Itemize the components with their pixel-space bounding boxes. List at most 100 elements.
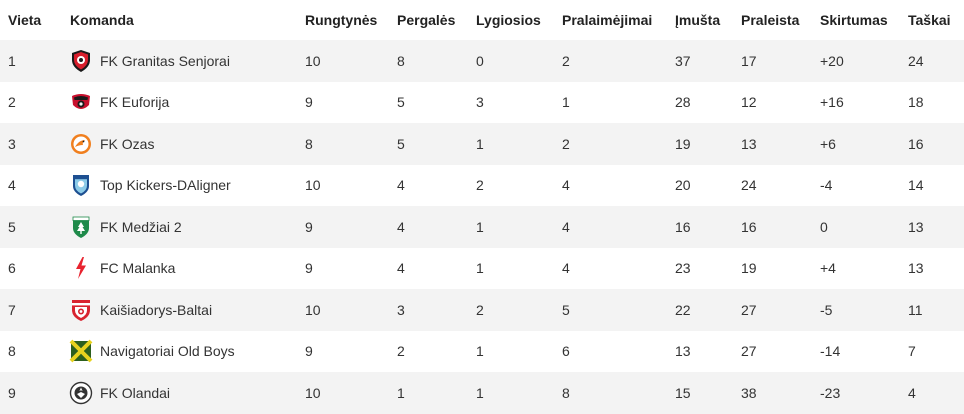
olandai-logo-icon [69,381,93,404]
euforija-logo-icon [72,94,90,110]
team-name: Top Kickers-DAligner [100,177,231,194]
column-header-place[interactable]: Vieta [8,12,42,28]
lost-cell: 4 [562,218,570,235]
malanka-logo-icon [76,257,86,280]
column-header-difference[interactable]: Skirtumas [820,12,888,28]
team-name: FK Medžiai 2 [100,218,182,235]
place-cell: 1 [8,52,16,69]
difference-cell: -4 [820,177,833,194]
column-header-team[interactable]: Komanda [70,12,134,28]
table-row: 4 Top Kickers-DAligner 10 4 2 4 20 24 -4 [0,164,964,207]
conceded-cell: 27 [741,301,757,318]
table-row: 3 FK Ozas 8 5 1 2 19 13 +6 16 [0,123,964,165]
drawn-cell: 0 [476,52,484,69]
lost-cell: 5 [562,301,570,318]
team-cell[interactable]: FK Granitas Senjorai [60,40,297,82]
scored-cell: 37 [675,52,691,69]
points-cell: 14 [908,177,924,194]
difference-cell: +16 [820,94,844,111]
scored-cell: 13 [675,343,691,360]
table-row: 5 FK Medžiai 2 9 4 1 4 16 16 [0,206,964,248]
team-cell[interactable]: Navigatoriai Old Boys [60,331,297,373]
column-header-won[interactable]: Pergalės [397,12,456,28]
conceded-cell: 19 [741,260,757,277]
place-cell: 8 [8,343,16,360]
team-cell[interactable]: Top Kickers-DAligner [60,165,297,207]
conceded-cell: 17 [741,52,757,69]
scored-cell: 22 [675,301,691,318]
team-cell[interactable]: FC Malanka [60,248,297,290]
place-cell: 4 [8,177,16,194]
played-cell: 8 [305,135,313,152]
drawn-cell: 1 [476,343,484,360]
played-cell: 10 [305,384,321,401]
table-row: 2 FK Euforija 9 5 3 1 28 12 +16 18 [0,81,964,124]
team-name: FC Malanka [100,260,176,277]
difference-cell: -23 [820,384,841,401]
points-cell: 13 [908,260,924,277]
difference-cell: +20 [820,52,844,69]
points-cell: 4 [908,384,916,401]
points-cell: 24 [908,52,924,69]
difference-cell: 0 [820,218,828,235]
medziai-logo-icon [72,216,90,238]
scored-cell: 23 [675,260,691,277]
column-header-points[interactable]: Taškai [908,12,951,28]
table-header-row: Vieta Komanda Rungtynės Pergalės Lygiosi… [0,0,964,40]
team-cell[interactable]: FK Olandai [60,372,297,414]
top-kickers-logo-icon [73,175,89,197]
lost-cell: 4 [562,177,570,194]
column-header-lost[interactable]: Pralaimėjimai [562,12,653,28]
played-cell: 10 [305,52,321,69]
team-cell[interactable]: FK Ozas [60,123,297,165]
place-cell: 2 [8,94,16,111]
won-cell: 1 [397,384,405,401]
place-cell: 3 [8,135,16,152]
place-cell: 9 [8,384,16,401]
scored-cell: 28 [675,94,691,111]
scored-cell: 16 [675,218,691,235]
won-cell: 2 [397,343,405,360]
difference-cell: +4 [820,260,836,277]
column-header-scored[interactable]: Įmušta [675,12,721,28]
table-row: 8 Navigatoriai Old Boys 9 2 1 6 13 27 -1… [0,330,964,373]
drawn-cell: 1 [476,384,484,401]
team-name: FK Olandai [100,384,171,401]
scored-cell: 19 [675,135,691,152]
won-cell: 4 [397,218,405,235]
lost-cell: 4 [562,260,570,277]
team-name: FK Granitas Senjorai [100,52,230,69]
team-cell[interactable]: FK Medžiai 2 [60,206,297,248]
scored-cell: 20 [675,177,691,194]
drawn-cell: 1 [476,218,484,235]
table-row: 6 FC Malanka 9 4 1 4 23 19 +4 13 [0,247,964,290]
difference-cell: +6 [820,135,836,152]
conceded-cell: 27 [741,343,757,360]
scored-cell: 15 [675,384,691,401]
kaisiadorys-logo-icon [72,299,90,321]
played-cell: 9 [305,260,313,277]
table-row: 1 FK Granitas Senjorai 10 8 0 2 37 17 +2… [0,40,964,82]
place-cell: 6 [8,260,16,277]
difference-cell: -14 [820,343,841,360]
drawn-cell: 1 [476,135,484,152]
team-cell[interactable]: Kaišiadorys-Baltai [60,289,297,331]
column-header-conceded[interactable]: Praleista [741,12,800,28]
conceded-cell: 16 [741,218,757,235]
drawn-cell: 2 [476,301,484,318]
won-cell: 4 [397,260,405,277]
played-cell: 9 [305,218,313,235]
conceded-cell: 13 [741,135,757,152]
team-cell[interactable]: FK Euforija [60,82,297,124]
won-cell: 4 [397,177,405,194]
table-row: 7 Kaišiadorys-Baltai 10 3 2 5 22 27 [0,289,964,331]
conceded-cell: 38 [741,384,757,401]
column-header-played[interactable]: Rungtynės [305,12,378,28]
granitas-logo-icon [72,49,90,72]
points-cell: 13 [908,218,924,235]
conceded-cell: 12 [741,94,757,111]
column-header-drawn[interactable]: Lygiosios [476,12,541,28]
played-cell: 10 [305,177,321,194]
lost-cell: 2 [562,52,570,69]
